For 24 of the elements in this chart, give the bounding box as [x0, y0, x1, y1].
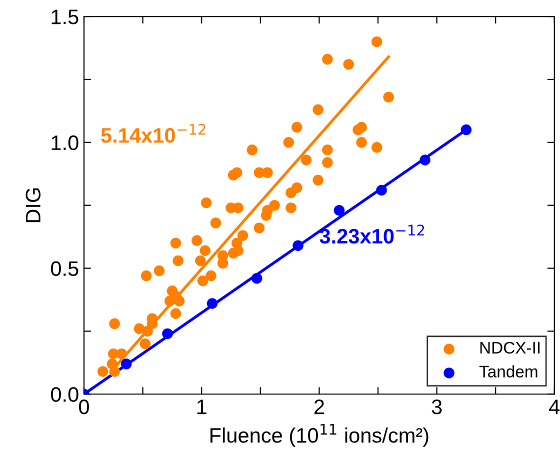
x-tick-label: 0 — [79, 400, 89, 414]
y-axis-title: DIG — [26, 188, 41, 222]
y-tick-label: 0.0 — [50, 387, 78, 402]
x-tick-label: 4 — [549, 400, 560, 414]
annotation: 3.23x10$^{−12}$ — [320, 224, 424, 244]
point — [292, 240, 304, 251]
y-tick-label: 0.5 — [50, 261, 78, 276]
point — [420, 154, 430, 166]
y-tick-label: 1.5 — [52, 10, 78, 24]
legend-label: NDCX-II — [480, 342, 540, 354]
point — [162, 328, 173, 340]
legend-label: Tandem — [479, 365, 538, 378]
annotation: 5.14x10$^{−12}$ — [101, 124, 206, 143]
point — [460, 124, 472, 136]
point — [334, 204, 345, 216]
point — [206, 298, 218, 309]
x-tick-label: 2 — [314, 400, 324, 414]
x-tick-label: 3 — [432, 400, 442, 414]
x-tick-label: 1 — [197, 400, 206, 414]
x-axis-title: Fluence (10$^{11}$ ions/cm²) — [210, 424, 428, 447]
point — [120, 358, 132, 370]
point — [376, 184, 387, 196]
point — [251, 272, 262, 284]
y-tick-label: 1.0 — [52, 135, 78, 150]
